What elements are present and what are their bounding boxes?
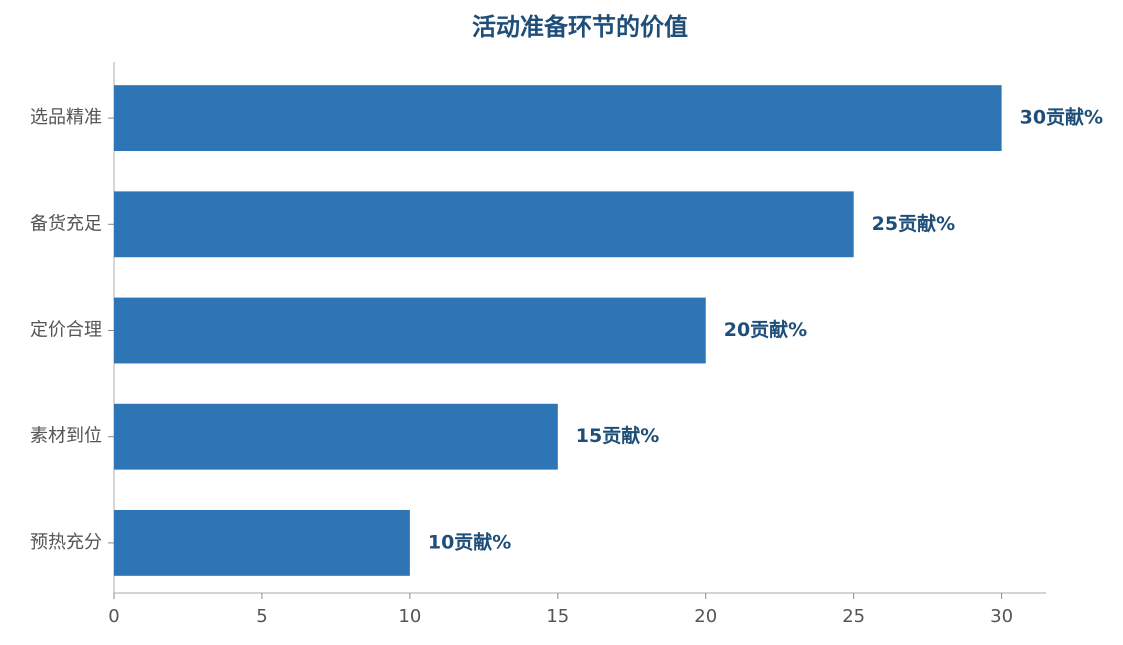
x-tick-label: 20 [694,606,717,627]
value-label: 30贡献% [1020,107,1103,129]
x-tick-label: 10 [398,606,421,627]
y-tick-label: 预热充分 [30,532,102,553]
x-tick-label: 0 [108,606,119,627]
bar [114,403,558,470]
x-tick-label: 25 [842,606,865,627]
value-label: 20贡献% [724,319,807,341]
y-tick-label: 定价合理 [30,320,102,341]
bar [114,85,1002,152]
value-label: 15贡献% [576,425,659,447]
x-tick-label: 15 [546,606,569,627]
y-tick-label: 素材到位 [30,426,102,447]
y-tick-label: 选品精准 [30,107,102,128]
y-tick-label: 备货充足 [30,213,102,234]
bar [114,297,706,364]
value-label: 25贡献% [872,213,955,235]
bar [114,191,854,258]
x-tick-label: 5 [256,606,267,627]
value-label: 10贡献% [428,531,511,553]
chart-title: 活动准备环节的价值 [472,13,688,41]
x-tick-label: 30 [990,606,1013,627]
bar [114,509,410,576]
